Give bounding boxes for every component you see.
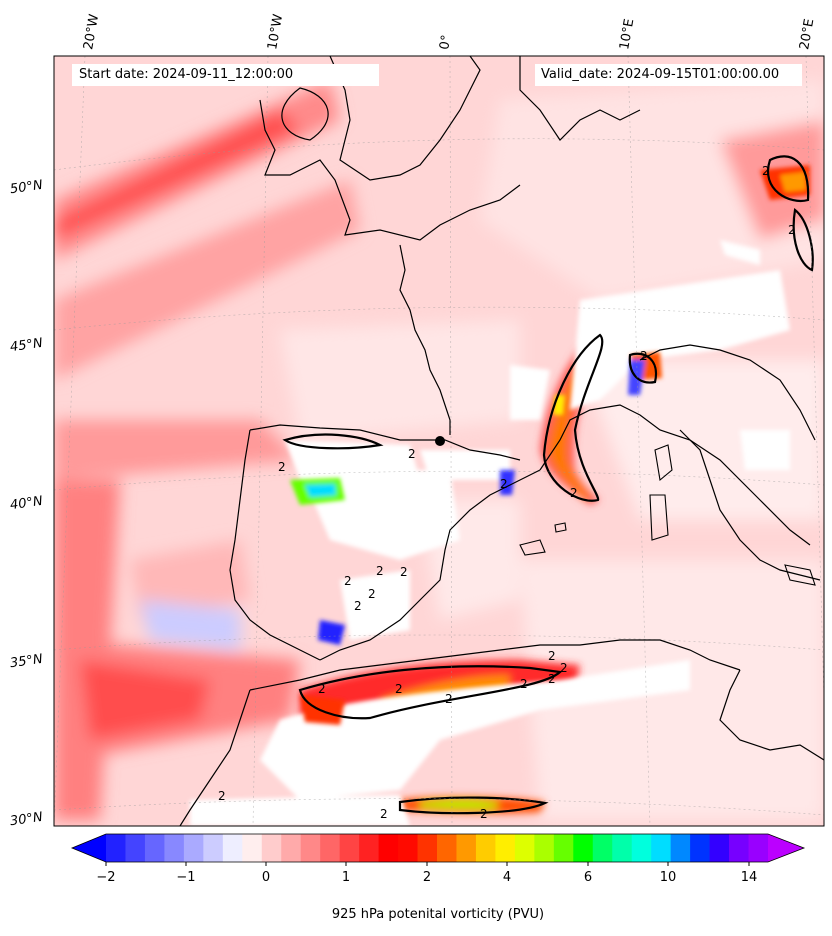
colorbar-segment — [651, 834, 672, 862]
contour-label: 2 — [570, 486, 578, 500]
contour-label: 2 — [395, 682, 403, 696]
contour-label: 2 — [368, 587, 376, 601]
colorbar-segment — [242, 834, 263, 862]
colorbar-segment — [670, 834, 691, 862]
pv-field — [54, 56, 824, 826]
colorbar-segment — [534, 834, 555, 862]
pv-2-contours — [282, 155, 814, 815]
colorbar-tick-label: 10 — [659, 870, 677, 885]
contour-label: 2 — [408, 447, 416, 461]
coastlines — [179, 56, 824, 826]
colorbar-title: 925 hPa potenital vorticity (PVU) — [331, 907, 545, 922]
contour-label: 2 — [548, 649, 556, 663]
colorbar-tick-label: 2 — [422, 870, 432, 885]
colorbar-segment — [106, 834, 127, 862]
contour-label: 2 — [354, 599, 362, 613]
colorbar-segment — [281, 834, 302, 862]
colorbar-segment — [456, 834, 477, 862]
colorbar-segment — [553, 834, 574, 862]
colorbar-segment — [222, 834, 243, 862]
contour-label: 2 — [278, 460, 286, 474]
colorbar-segment — [359, 834, 380, 862]
contour-label: 2 — [480, 807, 488, 821]
contour-label: 2 — [520, 677, 528, 691]
colorbar-segment — [261, 834, 282, 862]
colorbar-segment — [748, 834, 769, 862]
colorbar-segment — [398, 834, 419, 862]
contour-label: 2 — [548, 672, 556, 686]
colorbar-segment — [690, 834, 711, 862]
valid-date-label: Valid_date: 2024-09-15T01:00:00.00 — [535, 64, 802, 86]
start-date-label: Start date: 2024-09-11_12:00:00 — [72, 64, 379, 86]
colorbar-tick-label: 6 — [583, 870, 593, 885]
colorbar-segment — [144, 834, 166, 862]
colorbar-tick-label: 0 — [261, 870, 271, 885]
contour-label: 2 — [376, 564, 384, 578]
colorbar-segment — [339, 834, 360, 862]
colorbar — [70, 833, 806, 866]
colorbar-segment — [300, 834, 321, 862]
contour-label: 2 — [788, 223, 796, 237]
colorbar-segment — [495, 834, 516, 862]
contour-label: 2 — [640, 349, 648, 363]
contour-label: 2 — [318, 682, 326, 696]
colorbar-segment — [125, 834, 146, 862]
colorbar-tick-label: 4 — [502, 870, 512, 885]
colorbar-segment — [417, 834, 438, 862]
colorbar-extend-low — [72, 834, 106, 862]
dot-marker — [435, 436, 445, 446]
contour-label: 2 — [344, 574, 352, 588]
contour-label: 2 — [560, 661, 568, 675]
graticule-lines — [54, 56, 824, 826]
colorbar-tick-label: −2 — [96, 870, 116, 885]
contour-label: 2 — [445, 692, 453, 706]
islands — [519, 444, 816, 586]
colorbar-segment — [612, 834, 633, 862]
contour-label: 2 — [762, 164, 770, 178]
colorbar-segment — [203, 834, 224, 862]
colorbar-segment — [729, 834, 750, 862]
contour-label: 2 — [400, 565, 408, 579]
colorbar-segment — [183, 834, 204, 862]
contour-label: 2 — [500, 477, 508, 491]
colorbar-segment — [709, 834, 730, 862]
colorbar-segment — [514, 834, 535, 862]
colorbar-segment — [475, 834, 497, 862]
colorbar-tick-label: 14 — [740, 870, 758, 885]
colorbar-segment — [592, 834, 613, 862]
colorbar-segment — [437, 834, 458, 862]
colorbar-segment — [573, 834, 594, 862]
colorbar-segment — [631, 834, 652, 862]
map-frame — [53, 55, 825, 827]
colorbar-extend-high — [768, 834, 804, 862]
longitude-label: 0° — [437, 33, 455, 51]
colorbar-tick-label: −1 — [176, 870, 196, 885]
contour-label: 2 — [218, 789, 226, 803]
colorbar-segment — [320, 834, 341, 862]
contour-label: 2 — [380, 807, 388, 821]
colorbar-segment — [164, 834, 185, 862]
colorbar-tick-label: 1 — [341, 870, 351, 885]
colorbar-segment — [378, 834, 399, 862]
